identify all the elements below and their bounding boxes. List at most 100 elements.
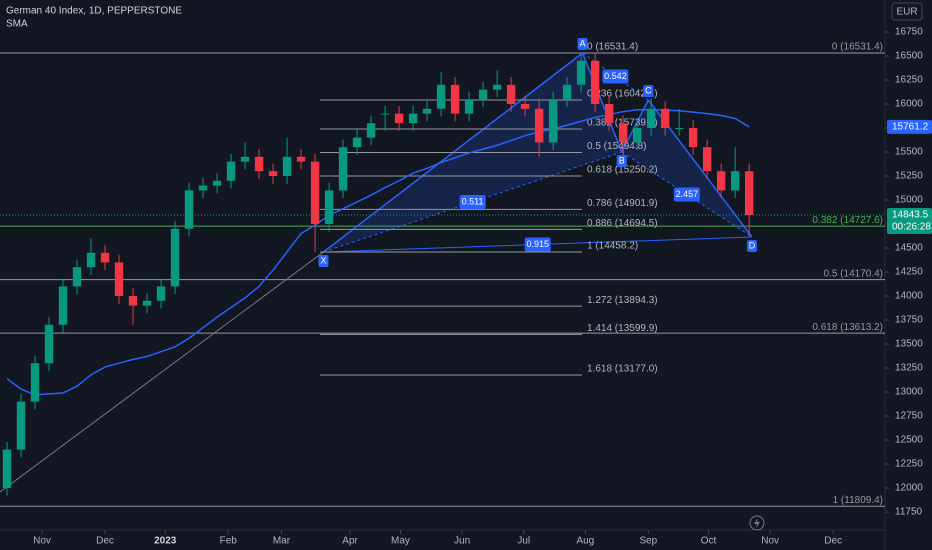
candle-body [450, 84, 460, 114]
x-tick-label: Dec [824, 536, 842, 547]
ratio-box [524, 237, 551, 252]
candle-body [2, 449, 12, 488]
candle-body [366, 123, 376, 138]
fib-label: 0.618 (13613.2) [812, 322, 883, 333]
pattern-point-label: B [619, 155, 625, 165]
candle-body [604, 103, 614, 124]
candle-body [492, 84, 502, 90]
candle-body [296, 156, 306, 162]
countdown-label: 00:26:28 [892, 222, 931, 233]
fib-label: 1.414 (13599.9) [587, 323, 658, 334]
candle-body [534, 108, 544, 143]
plot: 0 (16531.4) 0.382 (14727.6) 0.5 (14170.4) 0… [0, 37, 885, 507]
candle-body [100, 252, 110, 263]
candle-body [282, 156, 292, 176]
x-tick-label: 2023 [154, 536, 177, 547]
y-tick-label: 12500 [895, 435, 923, 446]
x-tick-label: Aug [576, 536, 594, 547]
candle-body [212, 180, 222, 186]
candle-body [660, 108, 670, 128]
x-tick-label: Mar [273, 536, 291, 547]
ratio-label: 0.511 [462, 196, 484, 206]
candle-body [646, 108, 656, 128]
candle-body [30, 363, 40, 402]
pattern-point-box [746, 239, 757, 252]
fib-label: 1 (14458.2) [587, 241, 638, 252]
fib-label: 1.618 (13177.0) [587, 364, 658, 375]
currency-button[interactable] [891, 2, 923, 21]
fib-label: 0.786 (14901.9) [587, 198, 658, 209]
candle-body [324, 190, 334, 224]
y-tick-label: 11750 [895, 507, 923, 518]
candle-body [226, 161, 236, 181]
pattern-point-label: X [320, 255, 326, 265]
bolt-glyph [754, 518, 760, 528]
x-tick-label: Nov [761, 536, 779, 547]
y-tick-label: 12000 [895, 483, 923, 494]
candle-body [198, 185, 208, 191]
y-tick-label: 13000 [895, 387, 923, 398]
ratio-box [602, 69, 629, 84]
pattern-leg [621, 99, 650, 153]
candle-body [674, 127, 684, 129]
x-tick-label: Jul [517, 536, 530, 547]
y-tick-label: 15000 [895, 195, 923, 206]
y-tick-label: 16000 [895, 99, 923, 110]
pattern-point-label: D [749, 240, 756, 250]
bolt-icon[interactable] [749, 515, 765, 531]
fib-label: 0.382 (15739.1) [587, 118, 658, 129]
x-tick-label: Feb [220, 536, 238, 547]
y-tick-label: 13250 [895, 363, 923, 374]
x-tick-label: Nov [33, 536, 51, 547]
x-tick-label: Oct [701, 536, 717, 547]
candle-body [184, 190, 194, 229]
candle-body [254, 156, 264, 172]
indicator-label: SMA [6, 19, 28, 30]
sma-line [6, 109, 750, 396]
pattern-leg [581, 52, 623, 153]
pattern-point-box [616, 154, 627, 167]
pattern-point-box [577, 37, 588, 50]
ratio-label: 0.542 [604, 71, 627, 81]
candle-body [618, 123, 628, 143]
x-tick-label: Sep [639, 536, 657, 547]
candle-body [338, 147, 348, 191]
y-tick-label: 15500 [895, 147, 923, 158]
candle-body [730, 171, 740, 191]
candle-body [16, 401, 26, 450]
fib-label: 0.886 (14694.5) [587, 218, 658, 229]
candle-body [156, 286, 166, 301]
candle-body [688, 127, 698, 148]
x-tick-label: Jun [454, 536, 470, 547]
candle-body [436, 84, 446, 109]
fib-label: 0.5 (15494.8) [587, 141, 647, 152]
y-tick-label: 16750 [895, 27, 923, 38]
candle-body [58, 286, 68, 325]
pattern-ratio-line [621, 151, 753, 238]
candle-body [44, 324, 54, 364]
candle-body [240, 156, 250, 162]
fib-label: 0 (16531.4) [587, 42, 638, 53]
y-tick-label: 14000 [895, 291, 923, 302]
y-tick-label: 13500 [895, 339, 923, 350]
currency-label[interactable]: EUR [896, 7, 917, 18]
y-tick-label: 16500 [895, 51, 923, 62]
x-tick-label: May [391, 536, 410, 547]
candle-body [506, 84, 516, 104]
candle-body [478, 89, 488, 100]
y-tick-label: 12250 [895, 459, 923, 470]
candle-body [548, 99, 558, 143]
price-badge-label: 14843.5 [892, 210, 929, 221]
fib-label: 1.272 (13894.3) [587, 295, 658, 306]
candle-body [744, 171, 754, 216]
candle-body [590, 60, 600, 104]
fib-label: 0.618 (15250.2) [587, 165, 658, 176]
ratio-box [459, 195, 486, 210]
fib-label: 1 (11809.4) [833, 495, 883, 506]
sma-badge [887, 119, 932, 134]
candle-body [394, 113, 404, 124]
candle-body [422, 108, 432, 114]
fib-label: 0.5 (14170.4) [824, 268, 884, 279]
candle-body [408, 113, 418, 124]
